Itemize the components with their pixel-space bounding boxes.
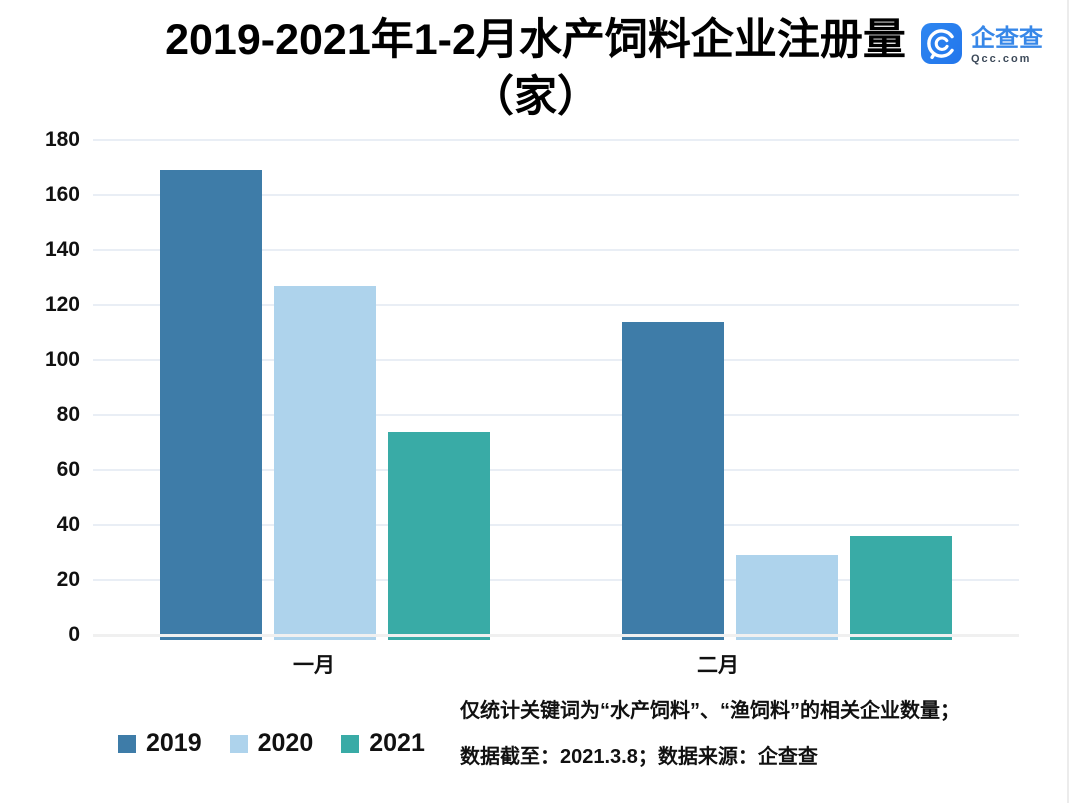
qcc-logo-text: 企查查 Qcc.com (971, 23, 1043, 66)
gridline-60 (93, 469, 1019, 471)
y-tick-label-140: 140 (44, 238, 80, 261)
legend-swatch-2021 (341, 734, 360, 753)
y-tick-label-60: 60 (56, 458, 80, 481)
legend-item-2020: 2020 (229, 729, 314, 758)
bar-2019-二月 (622, 321, 724, 640)
gridline-20 (93, 579, 1019, 581)
x-tick-label-二月: 二月 (697, 654, 739, 677)
legend-swatch-2019 (118, 734, 136, 753)
qcc-logo-domain: Qcc.com (971, 53, 1032, 65)
footnote-line1: 仅统计关键词为“水产饲料”、“渔饲料”的相关企业数量； (460, 700, 960, 722)
y-tick-label-20: 20 (56, 568, 80, 591)
x-tick-label-一月: 一月 (293, 654, 335, 677)
gridline-120 (93, 304, 1019, 306)
gridline-100 (93, 359, 1019, 361)
qcc-logo-name: 企查查 (971, 25, 1043, 52)
footnote-line2: 数据截至：2021.3.8；数据来源：企查查 (460, 746, 818, 768)
bar-2020-二月 (736, 555, 838, 640)
bar-2020-一月 (274, 285, 376, 640)
legend: 2019 2020 2021 (118, 729, 425, 758)
y-tick-label-160: 160 (44, 183, 80, 206)
gridline-160 (93, 194, 1019, 196)
legend-swatch-2020 (229, 734, 248, 753)
gridline-80 (93, 414, 1019, 416)
y-tick-label-180: 180 (44, 128, 80, 151)
page-edge-border (1067, 0, 1069, 803)
gridline-140 (93, 249, 1019, 251)
chart-title: 2019-2021年1-2月水产饲料企业注册量 （家） (0, 12, 1071, 126)
qcc-logo: 企查查 Qcc.com (921, 23, 1043, 65)
legend-item-2019: 2019 (118, 729, 202, 758)
qcc-magnifier-icon (921, 23, 962, 64)
y-tick-label-0: 0 (68, 623, 80, 646)
y-tick-label-40: 40 (56, 513, 80, 536)
chart-title-line1: 2019-2021年1-2月水产饲料企业注册量 (165, 16, 906, 64)
bar-2019-一月 (160, 170, 262, 640)
legend-item-2021: 2021 (341, 729, 425, 758)
legend-label-2020: 2020 (257, 729, 314, 757)
bar-2021-二月 (850, 536, 952, 640)
bar-2021-一月 (388, 431, 490, 640)
y-tick-label-100: 100 (44, 348, 80, 371)
gridline-40 (93, 524, 1019, 526)
legend-label-2021: 2021 (369, 729, 425, 757)
y-tick-label-120: 120 (44, 293, 80, 316)
x-axis-line (93, 634, 1019, 637)
gridline-180 (93, 139, 1019, 141)
y-tick-label-80: 80 (56, 403, 80, 426)
legend-label-2019: 2019 (146, 729, 202, 757)
chart-title-line2: （家） (471, 72, 600, 121)
